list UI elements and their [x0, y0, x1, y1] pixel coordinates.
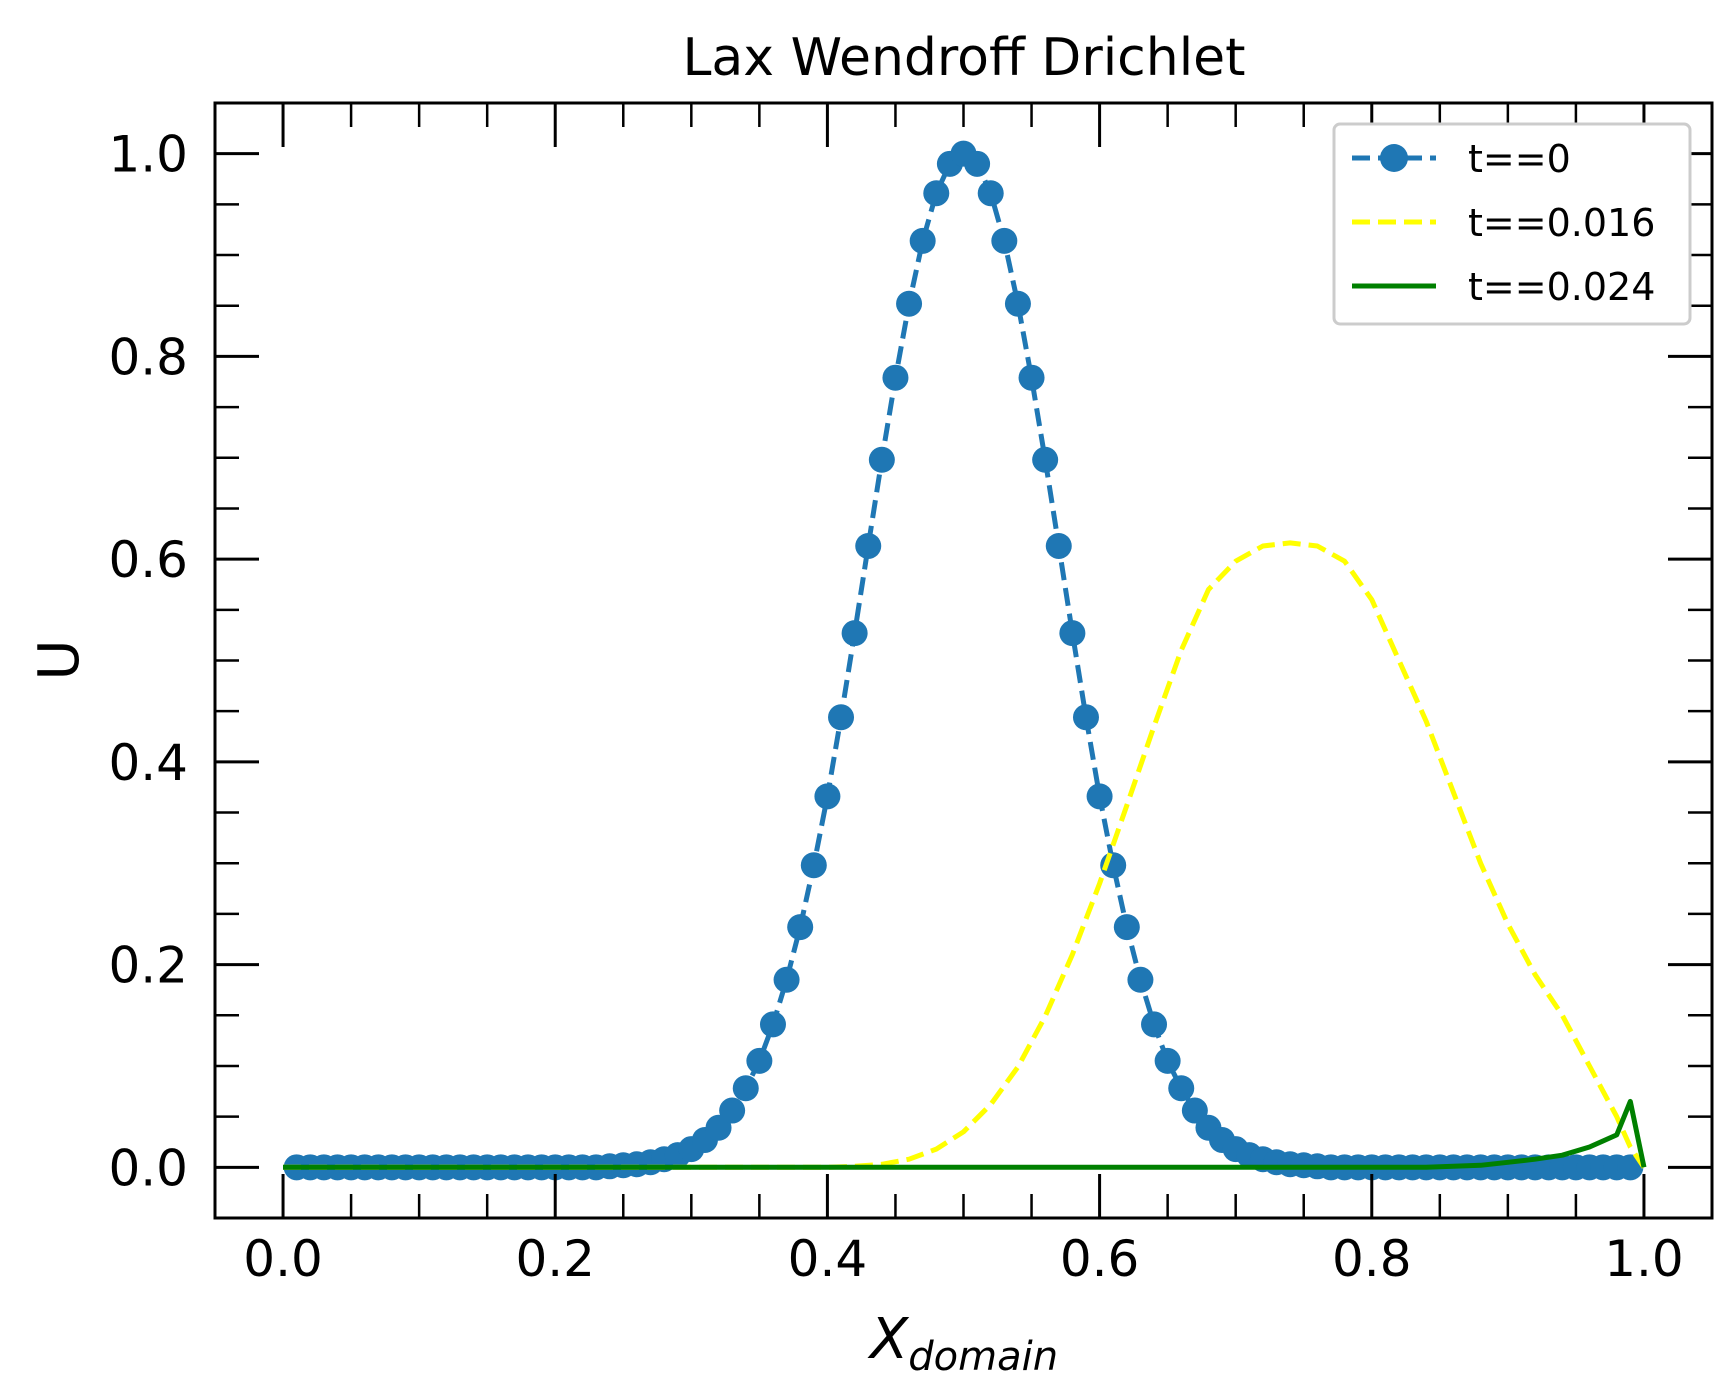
x-tick-label-0: 0.0 [243, 1230, 323, 1288]
legend-label-0: t==0 [1468, 137, 1571, 181]
y-tick-label-2: 0.4 [108, 734, 188, 792]
series-0-point-39 [814, 783, 841, 810]
series-0-point-52 [991, 227, 1018, 254]
series-0-point-57 [1059, 620, 1086, 647]
legend-marker-0 [1380, 144, 1408, 172]
series-0-point-45 [896, 290, 923, 317]
series-0-point-34 [746, 1047, 773, 1074]
x-tick-label-2: 0.4 [788, 1230, 868, 1288]
series-0-point-65 [1168, 1075, 1195, 1102]
series-line-2 [283, 1098, 1647, 1170]
series-0-point-61 [1113, 914, 1140, 941]
y-tick-label-0: 0.0 [108, 1139, 188, 1197]
series-0-point-63 [1141, 1011, 1168, 1038]
plot-frame [213, 101, 1714, 1220]
series-0-point-62 [1127, 966, 1154, 993]
x-tick-label-3: 0.6 [1060, 1230, 1140, 1288]
y-tick-label-3: 0.6 [108, 531, 188, 589]
series-layer [283, 140, 1647, 1181]
series-line-1 [283, 540, 1647, 1170]
series-0-point-35 [759, 1011, 786, 1038]
legend-entry-1: t==0.016 [1352, 201, 1655, 245]
x-axis-label-sub: domain [908, 1334, 1058, 1380]
series-0-point-51 [977, 180, 1004, 207]
series-0-point-38 [800, 852, 827, 879]
x-axis-label-base: X [867, 1307, 910, 1372]
series-0-point-64 [1154, 1047, 1181, 1074]
series-0-point-33 [732, 1075, 759, 1102]
x-tick-label-1: 0.2 [515, 1230, 595, 1288]
series-0-point-41 [841, 620, 868, 647]
series-0-point-32 [719, 1097, 746, 1124]
series-0-point-36 [773, 966, 800, 993]
x-tick-label-4: 0.8 [1332, 1230, 1412, 1288]
y-tick-label-5: 1.0 [108, 126, 188, 184]
series-0-point-54 [1018, 364, 1045, 391]
series-0-point-37 [787, 914, 814, 941]
y-tick-label-4: 0.8 [108, 328, 188, 386]
legend: t==0 t==0.016 t==0.024 [1332, 122, 1692, 326]
x-axis-label: Xdomain [867, 1307, 1058, 1380]
legend-label-2: t==0.024 [1468, 265, 1655, 309]
tick-layer: 0.0 0.2 0.4 0.6 0.8 1.0 0.0 0.2 0.4 0.6 0.8 1.0 [108, 103, 1712, 1288]
chart-title: Lax Wendroff Drichlet [682, 28, 1245, 88]
series-0-point-59 [1086, 783, 1113, 810]
series-0-point-55 [1032, 446, 1059, 473]
legend-box [1332, 122, 1692, 326]
series-0-point-50 [964, 150, 991, 177]
series-0-point-46 [909, 227, 936, 254]
legend-entry-0: t==0 [1352, 137, 1571, 181]
series-0-point-40 [828, 704, 855, 731]
series-0-point-42 [855, 532, 882, 559]
series-0-point-47 [923, 180, 950, 207]
series-0-point-43 [868, 446, 895, 473]
legend-entry-2: t==0.024 [1352, 265, 1655, 309]
legend-label-1: t==0.016 [1468, 201, 1655, 245]
y-axis-label: U [27, 640, 92, 681]
series-0-point-44 [882, 364, 909, 391]
x-tick-label-5: 1.0 [1604, 1230, 1684, 1288]
series-0-point-56 [1045, 532, 1072, 559]
series-0-point-58 [1072, 704, 1099, 731]
y-tick-label-1: 0.2 [108, 937, 188, 995]
series-0-point-53 [1004, 290, 1031, 317]
